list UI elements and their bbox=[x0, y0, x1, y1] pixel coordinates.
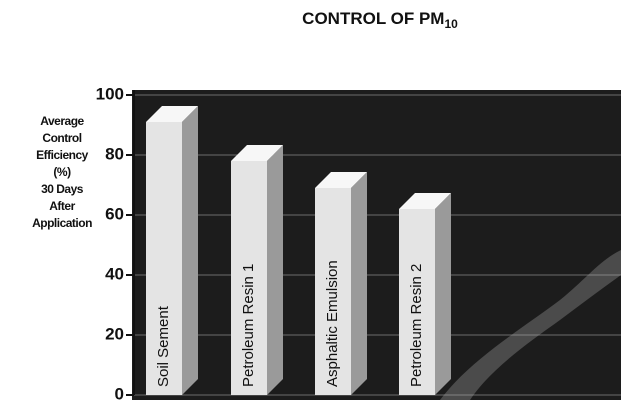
y-tick-label: 40 bbox=[105, 264, 124, 283]
bar-side bbox=[351, 172, 367, 395]
page: CONTROL OF PM10 0 20 40 60 80 100 Average Contr… bbox=[0, 0, 621, 400]
chart: CONTROL OF PM10 0 20 40 60 80 100 Average Contr… bbox=[0, 0, 621, 400]
y-axis-label: After bbox=[49, 199, 75, 213]
y-tick-label: 60 bbox=[105, 204, 124, 223]
bar-label: Petroleum Resin 2 bbox=[408, 264, 425, 387]
chart-title: CONTROL OF PM10 bbox=[302, 9, 458, 31]
plot-background bbox=[132, 90, 621, 400]
y-axis-label: (%) bbox=[53, 165, 71, 179]
y-axis-label: Efficiency bbox=[36, 148, 89, 162]
y-tick-label: 20 bbox=[105, 324, 124, 343]
title-subscript: 10 bbox=[444, 17, 458, 31]
y-tick-label: 0 bbox=[115, 384, 124, 400]
title-text: CONTROL OF PM bbox=[302, 9, 444, 28]
bar-side bbox=[435, 193, 451, 395]
y-axis-label: Average bbox=[40, 114, 84, 128]
bar-side bbox=[267, 145, 283, 395]
y-axis-label: Control bbox=[42, 131, 81, 145]
bar-label: Petroleum Resin 1 bbox=[240, 264, 257, 387]
bar-label: Soil Sement bbox=[155, 305, 172, 387]
bar-label: Asphaltic Emulsion bbox=[324, 260, 341, 387]
y-axis-label: Application bbox=[32, 216, 92, 230]
bar-side bbox=[182, 106, 198, 395]
y-tick-label: 100 bbox=[96, 84, 124, 103]
y-axis-label: 30 Days bbox=[41, 182, 84, 196]
y-tick-label: 80 bbox=[105, 144, 124, 163]
